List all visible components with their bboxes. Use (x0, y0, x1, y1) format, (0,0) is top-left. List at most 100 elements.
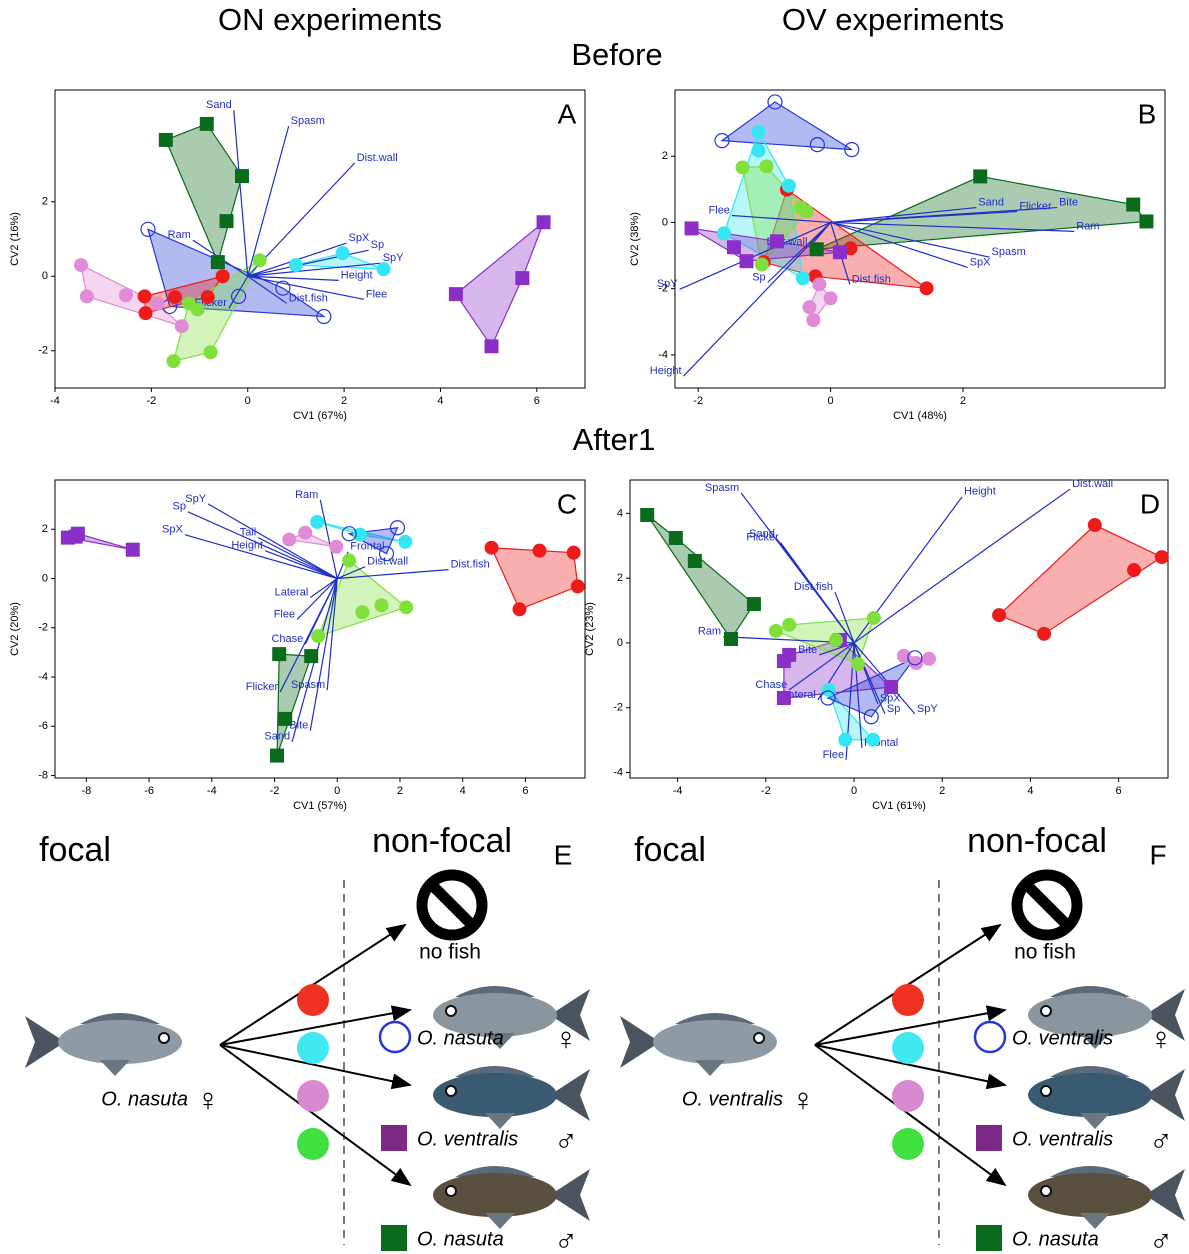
x-axis-label: CV1 (67%) (293, 410, 347, 422)
loading-label: Ram (698, 626, 721, 638)
loading-label: Dist.wall (357, 152, 398, 164)
point (316, 308, 332, 325)
point (684, 221, 699, 236)
point (843, 241, 858, 256)
point (1087, 518, 1102, 533)
fish-tail (1145, 989, 1185, 1041)
loading-vector (264, 550, 338, 580)
x-tick-label: 4 (437, 395, 443, 407)
loading-vector (679, 221, 831, 290)
loading-vector (780, 542, 855, 644)
point (828, 633, 843, 648)
point (399, 600, 414, 615)
loading-label: SpY (917, 703, 938, 715)
point (448, 287, 463, 302)
point (812, 277, 827, 292)
panel-letter: C (557, 488, 577, 519)
x-tick-label: 0 (245, 395, 251, 407)
point (884, 679, 899, 694)
point (341, 526, 357, 542)
target-name: O. nasuta (417, 1228, 504, 1250)
fish-body (653, 1020, 777, 1064)
fish-image (433, 986, 590, 1049)
loading-label: SpX (970, 256, 991, 268)
target-name: O. ventralis (1012, 1027, 1113, 1049)
plot-frame (54, 89, 586, 389)
point (137, 289, 152, 304)
loading-vector (184, 534, 338, 580)
x-tick-label: -8 (81, 785, 91, 797)
point (298, 525, 313, 540)
point (838, 732, 853, 747)
x-tick-label: 4 (460, 785, 466, 797)
point (776, 654, 791, 669)
loading-label: SpX (162, 524, 183, 536)
loading-label: Height (231, 540, 263, 552)
no-fish-label: no fish (1014, 941, 1076, 964)
point (821, 682, 836, 697)
point (304, 649, 319, 664)
fish-body (58, 1020, 182, 1064)
point (806, 313, 821, 328)
treatment-dot (892, 1080, 924, 1112)
point (823, 291, 838, 306)
loading-label: Chase (755, 679, 787, 691)
x-tick-label: -4 (673, 785, 683, 797)
treatment-dot (892, 984, 924, 1016)
fish-body (1028, 1073, 1152, 1117)
point (150, 296, 165, 311)
fish-fin (485, 1113, 515, 1129)
y-axis-label: CV2 (23%) (584, 602, 596, 656)
arrow (219, 1044, 412, 1187)
point (79, 289, 94, 304)
point (234, 169, 249, 184)
loading-vector (233, 110, 249, 277)
point (809, 137, 825, 153)
point (714, 133, 730, 149)
point (355, 605, 370, 620)
treatment-dot (297, 1032, 329, 1064)
fish-eye (158, 1032, 170, 1044)
loading-vector (853, 642, 886, 715)
point (275, 280, 291, 296)
y-tick-label: 0 (42, 270, 48, 282)
point (866, 610, 881, 625)
point (210, 255, 225, 270)
loading-vector (309, 578, 338, 598)
loading-vector (309, 578, 338, 731)
fish-eye (753, 1032, 765, 1044)
fish-eye (1040, 1085, 1052, 1097)
fish-tail (550, 1169, 590, 1221)
loading-vector (257, 537, 338, 580)
loading-label: Flee (274, 608, 295, 620)
loading-label: Flee (366, 288, 387, 300)
point (270, 748, 285, 763)
fish-fin (485, 1213, 515, 1229)
x-axis-label: CV1 (48%) (893, 410, 947, 422)
x-tick-label: 2 (939, 785, 945, 797)
point (311, 629, 326, 644)
no-sign-bar (1023, 881, 1071, 929)
point (140, 221, 156, 237)
legend-marker (976, 1125, 1002, 1151)
loading-label: Frontal (350, 541, 384, 553)
x-tick-label: 0 (851, 785, 857, 797)
loading-label: Sand (978, 196, 1004, 208)
y-tick-label: 2 (42, 523, 48, 535)
point (769, 234, 784, 249)
loading-label: Dist.wall (367, 556, 408, 568)
fish-tail (550, 1069, 590, 1121)
point (992, 608, 1007, 623)
x-tick-label: 2 (397, 785, 403, 797)
y-tick-label: -2 (38, 622, 48, 634)
loading-label: Bite (289, 720, 308, 732)
fish-tail (1145, 1169, 1185, 1221)
no-sign (416, 869, 488, 941)
loading-label: SpX (880, 693, 901, 705)
loading-label: Flicker (1019, 200, 1052, 212)
point (515, 271, 530, 286)
loading-vector (818, 642, 855, 656)
group-hull (276, 653, 313, 756)
point (310, 514, 325, 529)
fish-body (1028, 1173, 1152, 1217)
